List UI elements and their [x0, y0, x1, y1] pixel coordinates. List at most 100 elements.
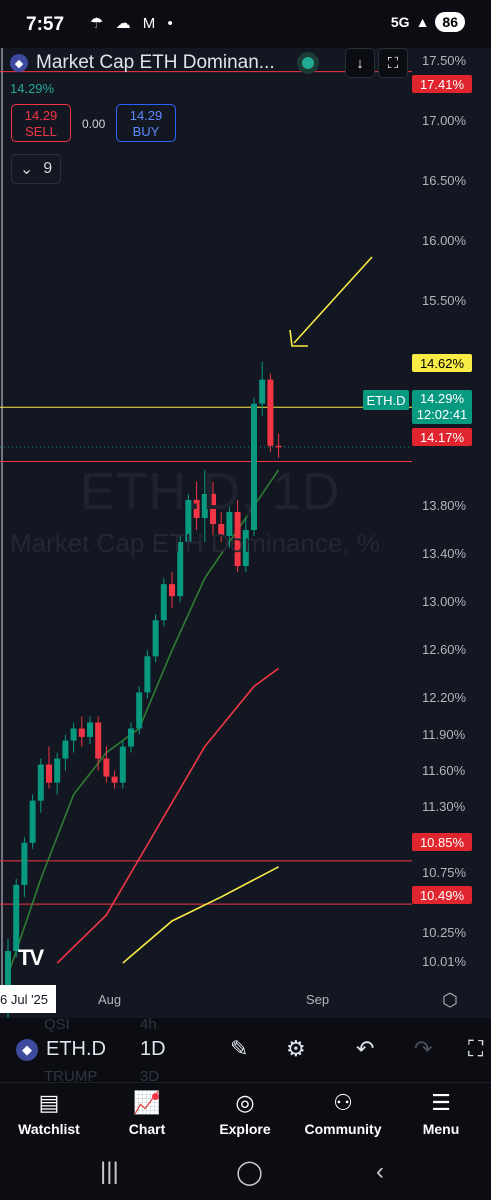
nav-watchlist[interactable]: ▤ Watchlist — [4, 1089, 94, 1137]
price-axis-tick: 12.60% — [422, 642, 467, 658]
candle-body — [226, 511, 233, 537]
candle-body — [37, 764, 44, 801]
chart-svg[interactable] — [0, 48, 491, 1018]
menu-icon: ☰ — [431, 1090, 451, 1115]
x-tick-aug: Aug — [98, 992, 122, 1007]
undo-icon[interactable]: ↶ — [356, 1036, 375, 1061]
level-tag-yellow: 14.62% — [412, 354, 472, 372]
level-tag-low2: 10.49% — [412, 886, 472, 904]
fullscreen-icon: ⛶ — [387, 54, 399, 72]
expand-icon[interactable]: ⛶ — [468, 1036, 484, 1061]
candle-body — [242, 530, 249, 567]
download-icon: ↓ — [356, 54, 364, 72]
moving-average-line — [122, 866, 279, 964]
fullscreen-button[interactable]: ⛶ — [378, 48, 408, 78]
candle-body — [177, 542, 184, 597]
nav-explore[interactable]: ◎ Explore — [200, 1089, 290, 1137]
nav-chart[interactable]: 📈 Chart — [102, 1089, 192, 1137]
indicators-count: 9 — [43, 160, 53, 177]
candle-body — [21, 842, 28, 885]
home-icon[interactable]: ◯ — [236, 1159, 263, 1186]
candle-body — [5, 951, 11, 1012]
price-axis-tick: 10.75% — [422, 864, 467, 880]
candle-body — [193, 499, 200, 518]
ghost-row: TRUMP — [44, 1068, 98, 1085]
price-axis-tick: 11.30% — [422, 798, 466, 814]
nav-label: Watchlist — [18, 1121, 80, 1137]
redo-icon[interactable]: ↷ — [414, 1036, 433, 1061]
indicators-toggle[interactable]: ⌄ 9 — [11, 154, 61, 184]
annotation-arrow-head — [289, 329, 308, 347]
watermark-symbol: ETH.D, 1D — [80, 463, 341, 521]
sell-label: SELL — [25, 124, 57, 139]
price-axis-tick: 16.00% — [422, 233, 467, 249]
pencil-icon[interactable]: ✎ — [230, 1036, 249, 1061]
sell-price: 14.29 — [24, 108, 58, 123]
spread-value: 0.00 — [82, 117, 106, 131]
last-price: 14.29% — [10, 81, 55, 96]
ghost-row: 4h — [140, 1016, 157, 1033]
candle-body — [259, 379, 266, 404]
x-tick-sep: Sep — [306, 992, 330, 1007]
nav-community[interactable]: ⚇ Community — [298, 1089, 388, 1137]
nav-label: Explore — [219, 1121, 271, 1137]
crosshair-date-text: 6 Jul '25 — [0, 991, 49, 1007]
status-right: 5G ▲ 86 — [391, 12, 465, 32]
chart-canvas[interactable] — [0, 48, 491, 1018]
level-tag-mid: 14.17% — [412, 428, 472, 446]
crosshair-date: 6 Jul '25 — [0, 985, 57, 1013]
candle-body — [119, 746, 126, 783]
candle-body — [46, 764, 52, 783]
candle-body — [62, 740, 69, 759]
system-nav-bar: ||| ◯ ‹ — [0, 1148, 491, 1200]
candle-body — [87, 722, 93, 737]
download-button[interactable]: ↓ — [345, 48, 375, 78]
bottom-nav: ▤ Watchlist 📈 Chart ◎ Explore ⚇ Communit… — [0, 1082, 491, 1149]
symbol-header[interactable]: ◆ Market Cap ETH Dominan... — [10, 52, 275, 74]
symbol-selector[interactable]: ◆ ETH.D — [16, 1038, 106, 1061]
chart-settings-icon[interactable]: ⬡ — [442, 990, 458, 1010]
recents-icon[interactable]: ||| — [100, 1158, 119, 1185]
buy-label: BUY — [132, 124, 160, 139]
candle-body — [95, 722, 102, 759]
symbol-title[interactable]: Market Cap ETH Dominan... — [36, 52, 275, 73]
price-axis-tick: 17.50% — [422, 52, 467, 68]
price-axis-tick: 17.00% — [422, 113, 467, 128]
status-time: 7:57 — [26, 14, 65, 35]
compass-icon: ◎ — [235, 1090, 255, 1115]
indicators-settings-icon[interactable]: ⚙ — [286, 1036, 306, 1061]
symbol-name: ETH.D — [46, 1038, 106, 1060]
back-icon[interactable]: ‹ — [376, 1158, 384, 1185]
annotation-arrow-shaft — [293, 256, 373, 344]
tradingview-logo: TV — [18, 945, 44, 970]
candle-body — [128, 728, 134, 747]
status-bar: 7:57 ☂ ☁ M • 5G ▲ 86 — [0, 0, 491, 48]
price-axis-tick: 13.40% — [422, 546, 467, 562]
candle-body — [54, 758, 61, 783]
bar-countdown: 12:02:41 — [416, 407, 468, 422]
price-axis-tick: 11.90% — [422, 726, 466, 742]
candle-body — [29, 800, 36, 843]
battery-icon: 86 — [435, 12, 465, 32]
candle-body — [103, 758, 110, 777]
candle-body — [218, 523, 225, 537]
signal-icon: ▲ — [415, 14, 430, 30]
price-axis-tick: 10.25% — [422, 925, 467, 940]
candle-body — [201, 493, 208, 518]
nav-label: Chart — [128, 1121, 166, 1137]
price-axis-tick: 13.00% — [422, 594, 467, 610]
nav-menu[interactable]: ☰ Menu — [396, 1089, 486, 1137]
candle-body — [160, 584, 167, 621]
chart-toolbar: QSI 4h TRUMP 3D — [0, 1016, 491, 1085]
watchlist-icon: ▤ — [38, 1090, 60, 1115]
eth-logo-icon: ◆ — [10, 54, 28, 72]
nav-label: Community — [304, 1121, 382, 1137]
sell-button[interactable]: 14.29 SELL — [11, 104, 71, 142]
current-price: 14.29% — [419, 391, 465, 406]
candle-body — [70, 728, 77, 741]
buy-button[interactable]: 14.29 BUY — [116, 104, 176, 142]
interval-selector[interactable]: 1D — [140, 1038, 166, 1060]
community-icon: ⚇ — [333, 1090, 353, 1115]
candle-body — [275, 445, 282, 448]
candle-body — [136, 692, 143, 729]
